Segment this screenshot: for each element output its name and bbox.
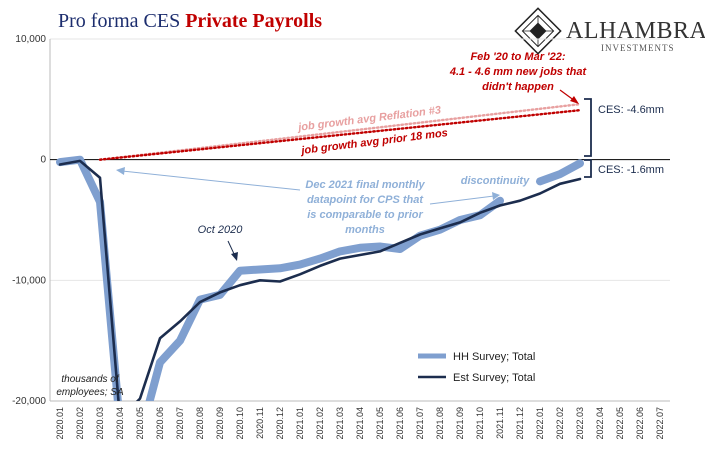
x-tick-label: 2022.03 xyxy=(575,407,585,440)
x-tick-label: 2020.10 xyxy=(235,407,245,440)
x-tick-label: 2020.08 xyxy=(195,407,205,440)
series-line xyxy=(58,159,582,401)
legend-label-hh: HH Survey; Total xyxy=(453,351,535,363)
x-tick-label: 2021.04 xyxy=(355,407,365,440)
chart-title: Pro forma CES Private Payrolls xyxy=(58,10,322,32)
trend-line-prior xyxy=(98,108,582,161)
legend-label-est: Est Survey; Total xyxy=(453,372,535,384)
x-tick-label: 2020.11 xyxy=(255,407,265,439)
chart-title-part2: Private Payrolls xyxy=(185,10,322,32)
x-tick-label: 2021.02 xyxy=(315,407,325,440)
oct-label: Oct 2020 xyxy=(198,224,244,236)
x-tick-label: 2020.02 xyxy=(75,407,85,440)
logo-name: ALHAMBRA xyxy=(566,18,705,44)
ces-16-label: CES: -1.6mm xyxy=(598,164,664,176)
units-line1: thousands of xyxy=(61,374,119,385)
x-tick-label: 2021.03 xyxy=(335,407,345,440)
x-tick-label: 2021.11 xyxy=(495,407,505,439)
x-tick-label: 2020.07 xyxy=(175,407,185,440)
oct-arrow-head xyxy=(231,252,238,261)
chart-title-part1: Pro forma CES xyxy=(58,10,185,32)
x-axis-ticks: 2020.01 2020.02 2020.03 2020.04 2020.05 2020.… xyxy=(55,407,665,440)
ces-46-label: CES: -4.6mm xyxy=(598,104,664,116)
x-tick-label: 2020.03 xyxy=(95,407,105,440)
legend: HH Survey; Total Est Survey; Total xyxy=(418,351,535,384)
dec-arrow-right-head xyxy=(492,192,500,200)
series-est-survey xyxy=(58,159,582,401)
y-axis-ticks: 10,000 0 -10,000 -20,000 xyxy=(12,34,46,407)
dec-annotation-line3: is comparable to prior xyxy=(307,209,423,221)
feb-annotation-line1: Feb '20 to Mar '22: xyxy=(470,51,565,63)
logo-sub: INVESTMENTS xyxy=(601,43,675,53)
series-layer xyxy=(56,155,584,401)
y-tick-label: 0 xyxy=(40,155,46,166)
discontinuity-label: discontinuity xyxy=(461,175,530,187)
ces-brackets: CES: -4.6mm CES: -1.6mm xyxy=(584,98,664,178)
y-tick-label: -10,000 xyxy=(12,275,46,286)
x-tick-label: 2021.10 xyxy=(475,407,485,440)
trend-layer xyxy=(98,102,582,161)
x-tick-label: 2021.08 xyxy=(435,407,445,440)
x-tick-label: 2020.04 xyxy=(115,407,125,440)
x-tick-label: 2022.02 xyxy=(555,407,565,440)
x-tick-label: 2021.12 xyxy=(515,407,525,440)
x-tick-label: 2020.09 xyxy=(215,407,225,440)
dec-annotation-line1: Dec 2021 final monthly xyxy=(305,179,425,191)
x-tick-label: 2020.12 xyxy=(275,407,285,440)
ces-46-bracket xyxy=(584,98,592,157)
x-tick-label: 2022.05 xyxy=(615,407,625,440)
x-tick-label: 2021.07 xyxy=(415,407,425,440)
x-tick-label: 2021.09 xyxy=(455,407,465,440)
annotations: Feb '20 to Mar '22: 4.1 - 4.6 mm new job… xyxy=(56,51,587,398)
y-tick-label: 10,000 xyxy=(15,34,46,45)
y-tick-label: -20,000 xyxy=(12,396,46,407)
x-tick-label: 2020.01 xyxy=(55,407,65,440)
x-tick-label: 2021.05 xyxy=(375,407,385,440)
feb-annotation-line2: 4.1 - 4.6 mm new jobs that xyxy=(449,66,588,78)
ces-16-bracket xyxy=(584,159,592,178)
trend-line-reflation xyxy=(98,102,582,161)
feb-arrow-head xyxy=(570,96,579,104)
x-tick-label: 2020.06 xyxy=(155,407,165,440)
x-tick-label: 2020.05 xyxy=(135,407,145,440)
x-tick-label: 2022.01 xyxy=(535,407,545,440)
series-line xyxy=(536,159,584,186)
series-line xyxy=(56,155,504,401)
x-tick-label: 2022.07 xyxy=(655,407,665,440)
units-line2: employees; SA xyxy=(56,387,124,398)
x-tick-label: 2022.06 xyxy=(635,407,645,440)
diamond-logo-icon xyxy=(514,7,562,55)
alhambra-logo: ALHAMBRA INVESTMENTS xyxy=(514,7,705,55)
dec-annotation-line4: months xyxy=(345,224,385,236)
dec-arrow-left-head xyxy=(116,167,125,175)
dec-arrow-left xyxy=(121,170,301,191)
feb-annotation-line3: didn't happen xyxy=(482,81,554,93)
x-tick-label: 2022.04 xyxy=(595,407,605,440)
x-tick-label: 2021.01 xyxy=(295,407,305,440)
dec-annotation-line2: datapoint for CPS that xyxy=(307,194,424,206)
dec-arrow-right xyxy=(429,195,495,205)
x-tick-label: 2021.06 xyxy=(395,407,405,440)
